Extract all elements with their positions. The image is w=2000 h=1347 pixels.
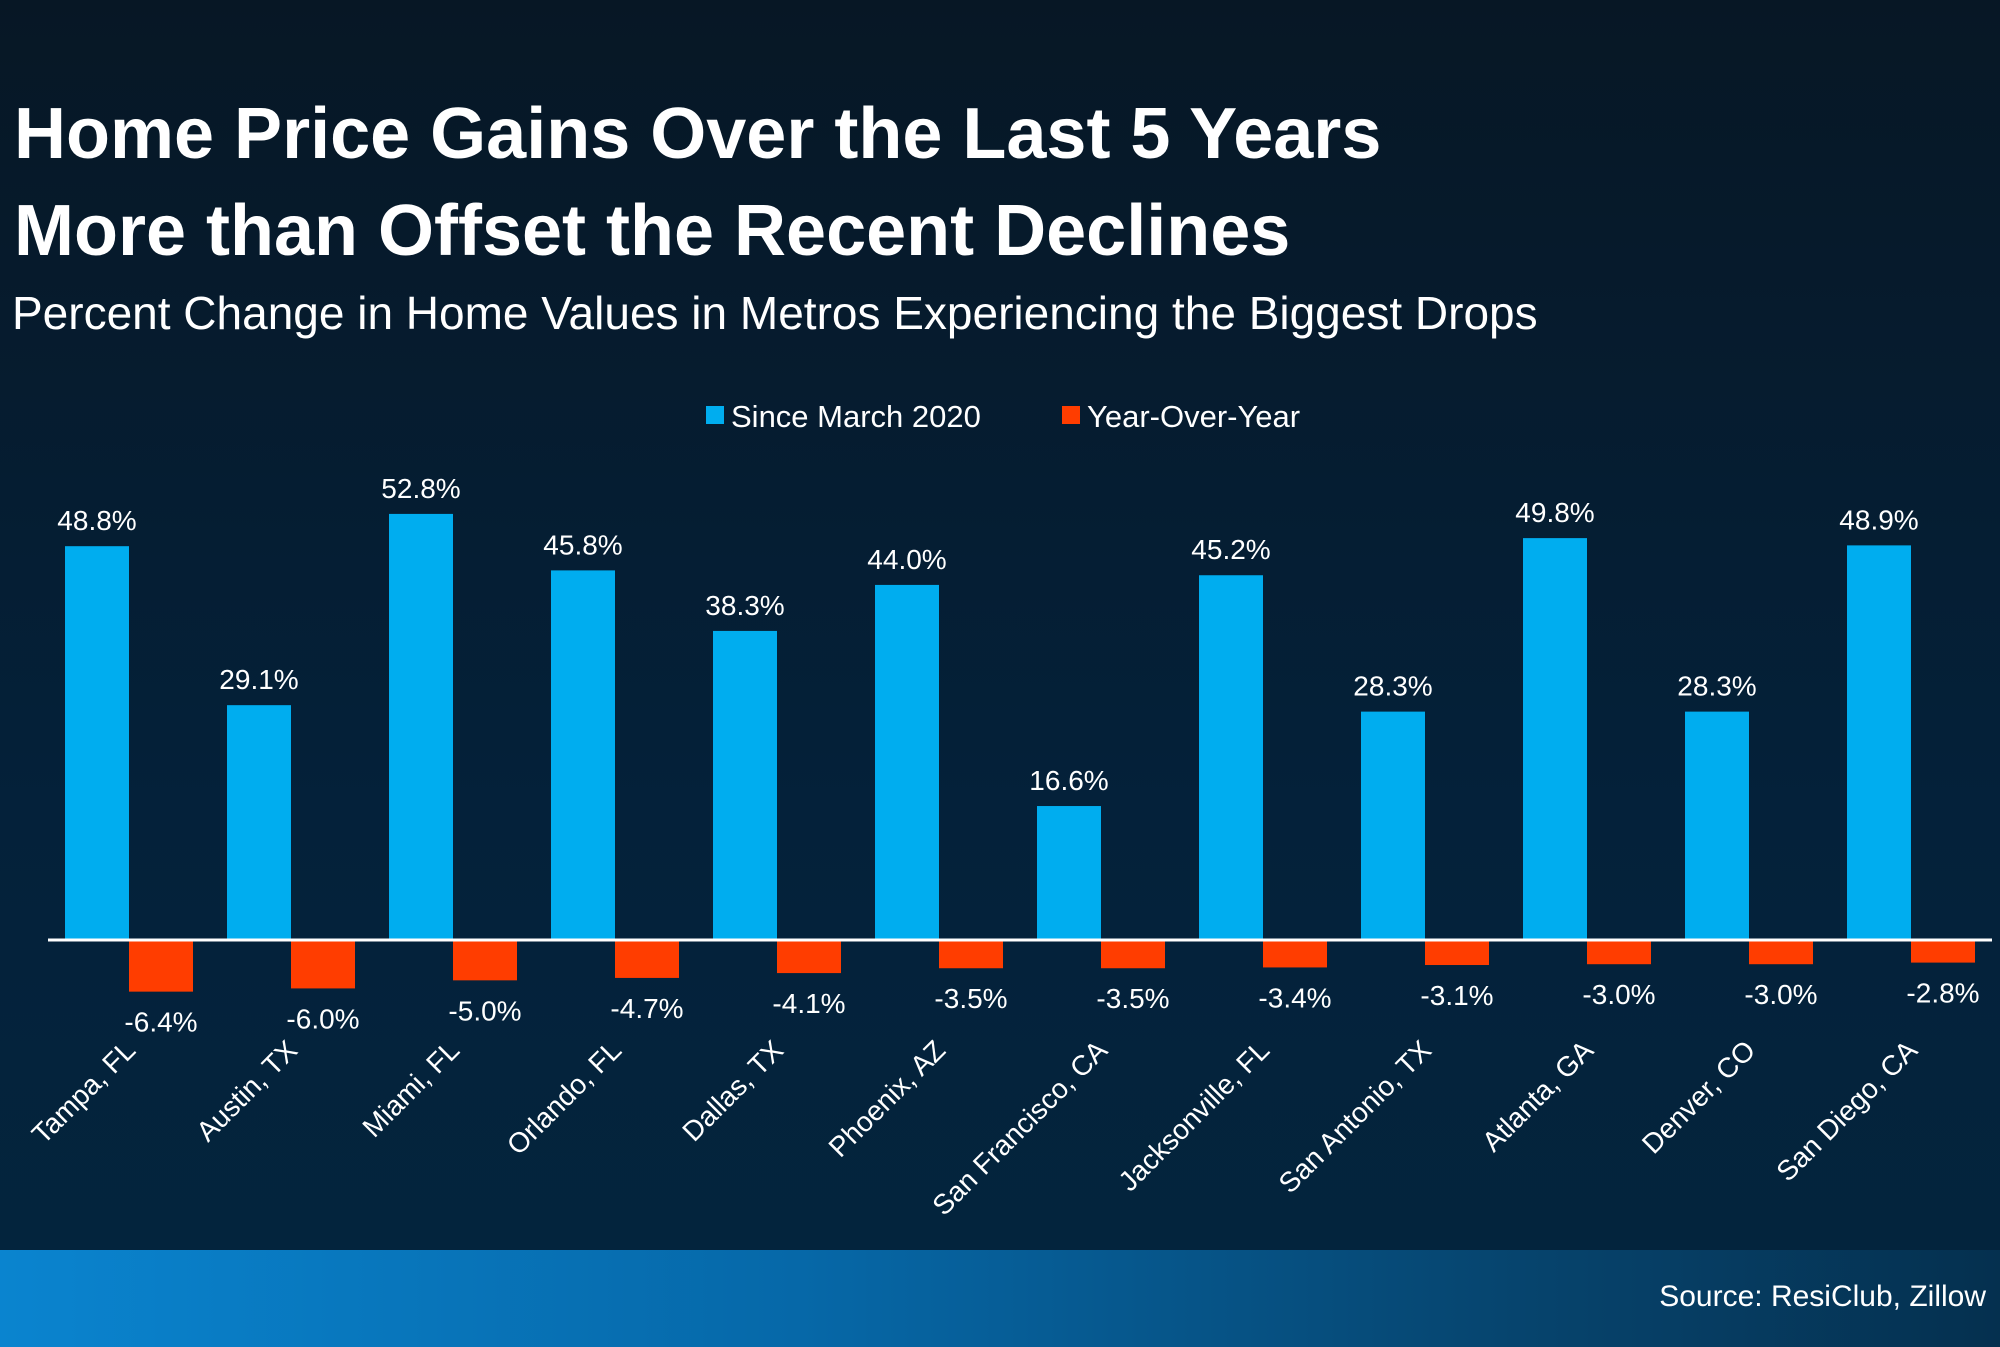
bar-since-march-2020 [65,546,129,940]
data-label: 29.1% [219,664,298,695]
legend-label-1: Year-Over-Year [1087,399,1300,434]
bar-year-over-year [291,940,355,989]
category-label: Atlanta, GA [1476,1034,1599,1157]
bar-year-over-year [1263,940,1327,968]
data-label: -3.0% [1744,979,1817,1010]
bar-since-march-2020 [1523,538,1587,940]
title-line-2: More than Offset the Recent Declines [14,191,1291,271]
category-label: San Diego, CA [1770,1034,1923,1187]
data-label: -3.4% [1258,982,1331,1013]
data-label: 38.3% [705,590,784,621]
legend-swatch-0 [706,406,724,424]
data-label: -2.8% [1906,978,1979,1009]
category-label: San Antonio, TX [1273,1034,1438,1199]
source-note: Source: ResiClub, Zillow [1659,1280,1986,1313]
bar-chart: Since March 2020 Year-Over-Year 48.8% -6.4%… [26,399,1979,1221]
data-label: -5.0% [448,995,521,1026]
data-label: 28.3% [1677,671,1756,702]
bar-since-march-2020 [1037,806,1101,940]
data-label: -6.0% [286,1003,359,1034]
bar-year-over-year [453,940,517,981]
bar-since-march-2020 [1685,711,1749,940]
bar-year-over-year [1101,940,1165,969]
bar-year-over-year [777,940,841,974]
category-label: Phoenix, AZ [823,1034,952,1163]
footer-band: Source: ResiClub, Zillow [0,1250,2000,1347]
data-label: 49.8% [1515,497,1594,528]
bar-year-over-year [1749,940,1813,965]
bar-since-march-2020 [1361,711,1425,940]
bar-since-march-2020 [875,584,939,940]
bar-since-march-2020 [551,570,615,940]
data-label: 28.3% [1353,671,1432,702]
data-label: 44.0% [867,544,946,575]
data-label: 48.9% [1839,504,1918,535]
category-label: Miami, FL [356,1034,465,1143]
data-label: 52.8% [381,473,460,504]
data-label: -6.4% [124,1007,197,1038]
bar-since-march-2020 [713,630,777,940]
chart-title: Home Price Gains Over the Last 5 Years M… [14,86,1381,280]
data-label: 16.6% [1029,765,1108,796]
category-label: Dallas, TX [676,1034,789,1147]
bar-year-over-year [1425,940,1489,966]
bar-year-over-year [615,940,679,978]
bar-since-march-2020 [1199,575,1263,940]
bar-since-march-2020 [227,705,291,940]
category-label: Austin, TX [190,1034,303,1147]
data-label: 45.8% [543,529,622,560]
data-label: -4.7% [610,993,683,1024]
data-label: -3.0% [1582,979,1655,1010]
bar-since-march-2020 [1847,545,1911,940]
category-label: Tampa, FL [26,1034,141,1149]
category-label: Jacksonville, FL [1112,1034,1275,1197]
legend-label-0: Since March 2020 [731,399,981,434]
legend-swatch-1 [1062,406,1080,424]
category-label: San Francisco, CA [926,1034,1113,1221]
category-label: Denver, CO [1636,1034,1761,1159]
data-label: 48.8% [57,505,136,536]
data-label: -3.5% [934,983,1007,1014]
data-label: -4.1% [772,988,845,1019]
bar-year-over-year [939,940,1003,969]
category-label: Orlando, FL [501,1034,627,1160]
chart-subtitle: Percent Change in Home Values in Metros … [12,287,1538,339]
bar-year-over-year [1587,940,1651,965]
data-label: -3.1% [1420,980,1493,1011]
data-label: -3.5% [1096,983,1169,1014]
bar-since-march-2020 [389,513,453,940]
bar-year-over-year [129,940,193,992]
title-line-1: Home Price Gains Over the Last 5 Years [14,94,1382,174]
data-label: 45.2% [1191,534,1270,565]
bar-year-over-year [1911,940,1975,963]
